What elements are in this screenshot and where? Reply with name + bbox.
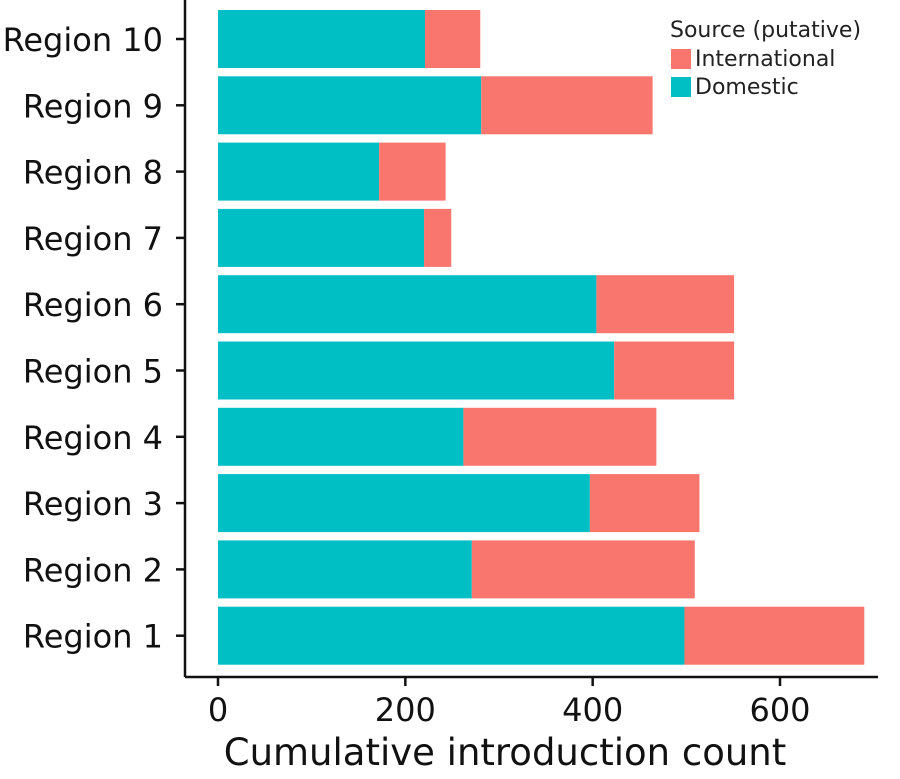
bar-region-7-domestic xyxy=(218,208,425,267)
x-tick-label-400: 400 xyxy=(562,691,623,729)
bar-region-3-international xyxy=(589,474,700,533)
bar-region-1-domestic xyxy=(218,606,685,665)
y-tick-label-region-4: Region 4 xyxy=(23,419,163,457)
bar-region-8-international xyxy=(379,142,446,201)
bar-region-5-domestic xyxy=(218,341,615,400)
legend-items: International Domestic xyxy=(671,47,835,100)
bar-region-2-international xyxy=(471,540,695,599)
y-axis: Region 1 Region 2 Region 3 Region 4 Region 5… xyxy=(3,0,187,677)
y-tick-label-region-9: Region 9 xyxy=(23,87,163,125)
x-axis-title: Cumulative introduction count xyxy=(224,731,787,774)
x-axis: 0 200 400 600 xyxy=(185,675,878,729)
y-tick-label-region-1: Region 1 xyxy=(23,618,163,656)
bars-group xyxy=(218,10,865,665)
bar-region-8-domestic xyxy=(218,142,380,201)
legend-title: Source (putative) xyxy=(670,18,861,43)
bar-region-9-international xyxy=(481,76,653,135)
bar-region-10-domestic xyxy=(218,10,426,68)
x-tick-label-600: 600 xyxy=(749,691,810,729)
legend-label-international: International xyxy=(695,47,835,72)
bar-region-4-domestic xyxy=(218,407,464,466)
legend-swatch-domestic xyxy=(671,77,691,97)
bar-region-6-domestic xyxy=(218,275,597,334)
legend-swatch-international xyxy=(671,49,691,69)
bar-region-9-domestic xyxy=(218,76,482,135)
y-tick-label-region-5: Region 5 xyxy=(23,353,163,391)
legend-label-domestic: Domestic xyxy=(695,75,799,100)
y-tick-label-region-8: Region 8 xyxy=(23,154,163,192)
x-ticks: 0 200 400 600 xyxy=(208,677,811,729)
bar-region-3-domestic xyxy=(218,474,590,533)
y-tick-label-region-7: Region 7 xyxy=(23,220,163,258)
y-ticks: Region 1 Region 2 Region 3 Region 4 Region 5… xyxy=(3,21,185,656)
bar-region-1-international xyxy=(684,606,865,665)
y-tick-label-region-2: Region 2 xyxy=(23,551,163,589)
y-tick-label-region-10: Region 10 xyxy=(3,21,163,59)
x-tick-label-0: 0 xyxy=(208,691,228,729)
bar-region-4-international xyxy=(463,407,657,466)
y-tick-label-region-3: Region 3 xyxy=(23,485,163,523)
x-tick-label-200: 200 xyxy=(375,691,436,729)
bar-region-2-domestic xyxy=(218,540,472,599)
bar-region-7-international xyxy=(424,208,452,267)
bar-region-6-international xyxy=(596,275,735,334)
bar-region-5-international xyxy=(614,341,735,400)
bar-region-10-international xyxy=(425,10,481,68)
y-tick-label-region-6: Region 6 xyxy=(23,286,163,324)
legend: Source (putative) International Domestic xyxy=(670,18,861,100)
